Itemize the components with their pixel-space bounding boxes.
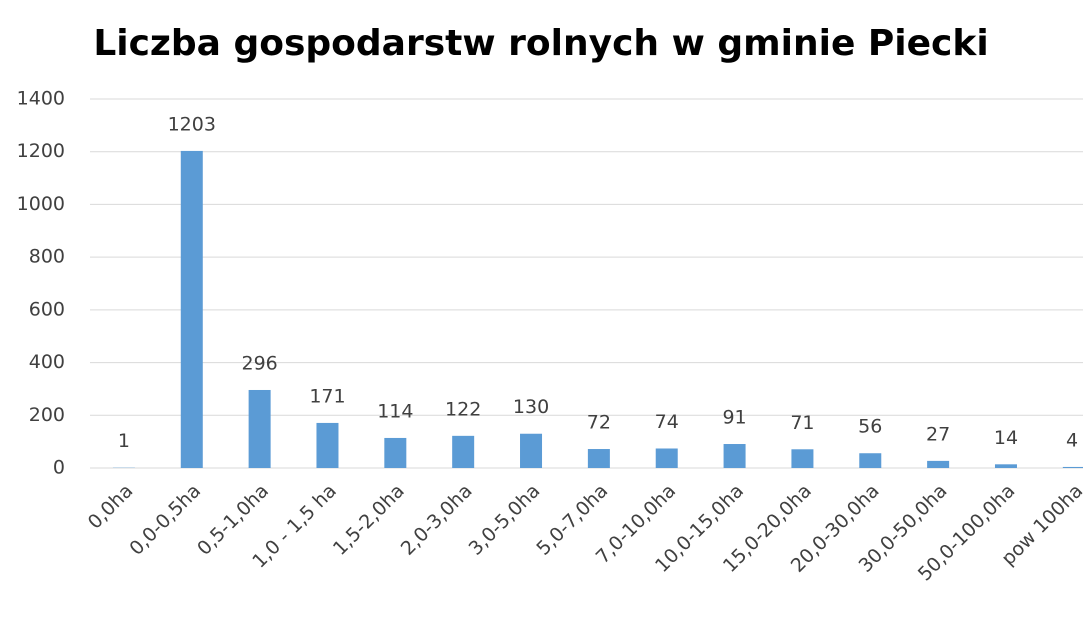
data-label: 91 (722, 407, 746, 429)
data-label: 14 (994, 427, 1018, 449)
bar (859, 453, 882, 468)
data-label: 1203 (168, 113, 216, 135)
bar (384, 437, 407, 468)
bar (520, 433, 543, 468)
y-tick-label: 800 (29, 246, 65, 268)
y-tick-label: 1200 (17, 140, 65, 162)
bar (791, 449, 814, 468)
data-label: 4 (1066, 429, 1078, 451)
y-tick-label: 1400 (17, 88, 65, 110)
x-tick-label: 2,0-3,0ha (397, 480, 477, 560)
data-label: 27 (926, 423, 950, 445)
bar (1062, 466, 1083, 468)
x-tick-label: 1,5-2,0ha (329, 480, 409, 560)
data-label: 56 (858, 416, 882, 438)
bar (248, 389, 271, 468)
data-label: 114 (377, 400, 413, 422)
y-tick-label: 1000 (17, 193, 65, 215)
y-tick-label: 0 (53, 457, 65, 479)
y-tick-label: 600 (29, 298, 65, 320)
data-label: 296 (241, 352, 277, 374)
bar (587, 449, 610, 468)
data-label: 72 (587, 412, 611, 434)
y-tick-label: 400 (29, 351, 65, 373)
data-label: 130 (513, 396, 549, 418)
bar (452, 435, 475, 468)
y-tick-label: 200 (29, 404, 65, 426)
data-label: 1 (118, 430, 130, 452)
data-label: 171 (309, 385, 345, 407)
bar (180, 150, 203, 468)
bar (655, 448, 678, 468)
bar (316, 422, 339, 468)
bar (927, 460, 950, 468)
data-label: 122 (445, 398, 481, 420)
bar (723, 444, 746, 468)
data-label: 71 (790, 412, 814, 434)
x-tick-label: 0,0ha (84, 480, 138, 534)
chart-title: Liczba gospodarstw rolnych w gminie Piec… (93, 23, 988, 64)
x-tick-label: 3,0-5,0ha (465, 480, 545, 560)
x-tick-label: 0,0-0,5ha (125, 480, 205, 560)
data-label: 74 (655, 411, 679, 433)
bar (994, 464, 1017, 468)
